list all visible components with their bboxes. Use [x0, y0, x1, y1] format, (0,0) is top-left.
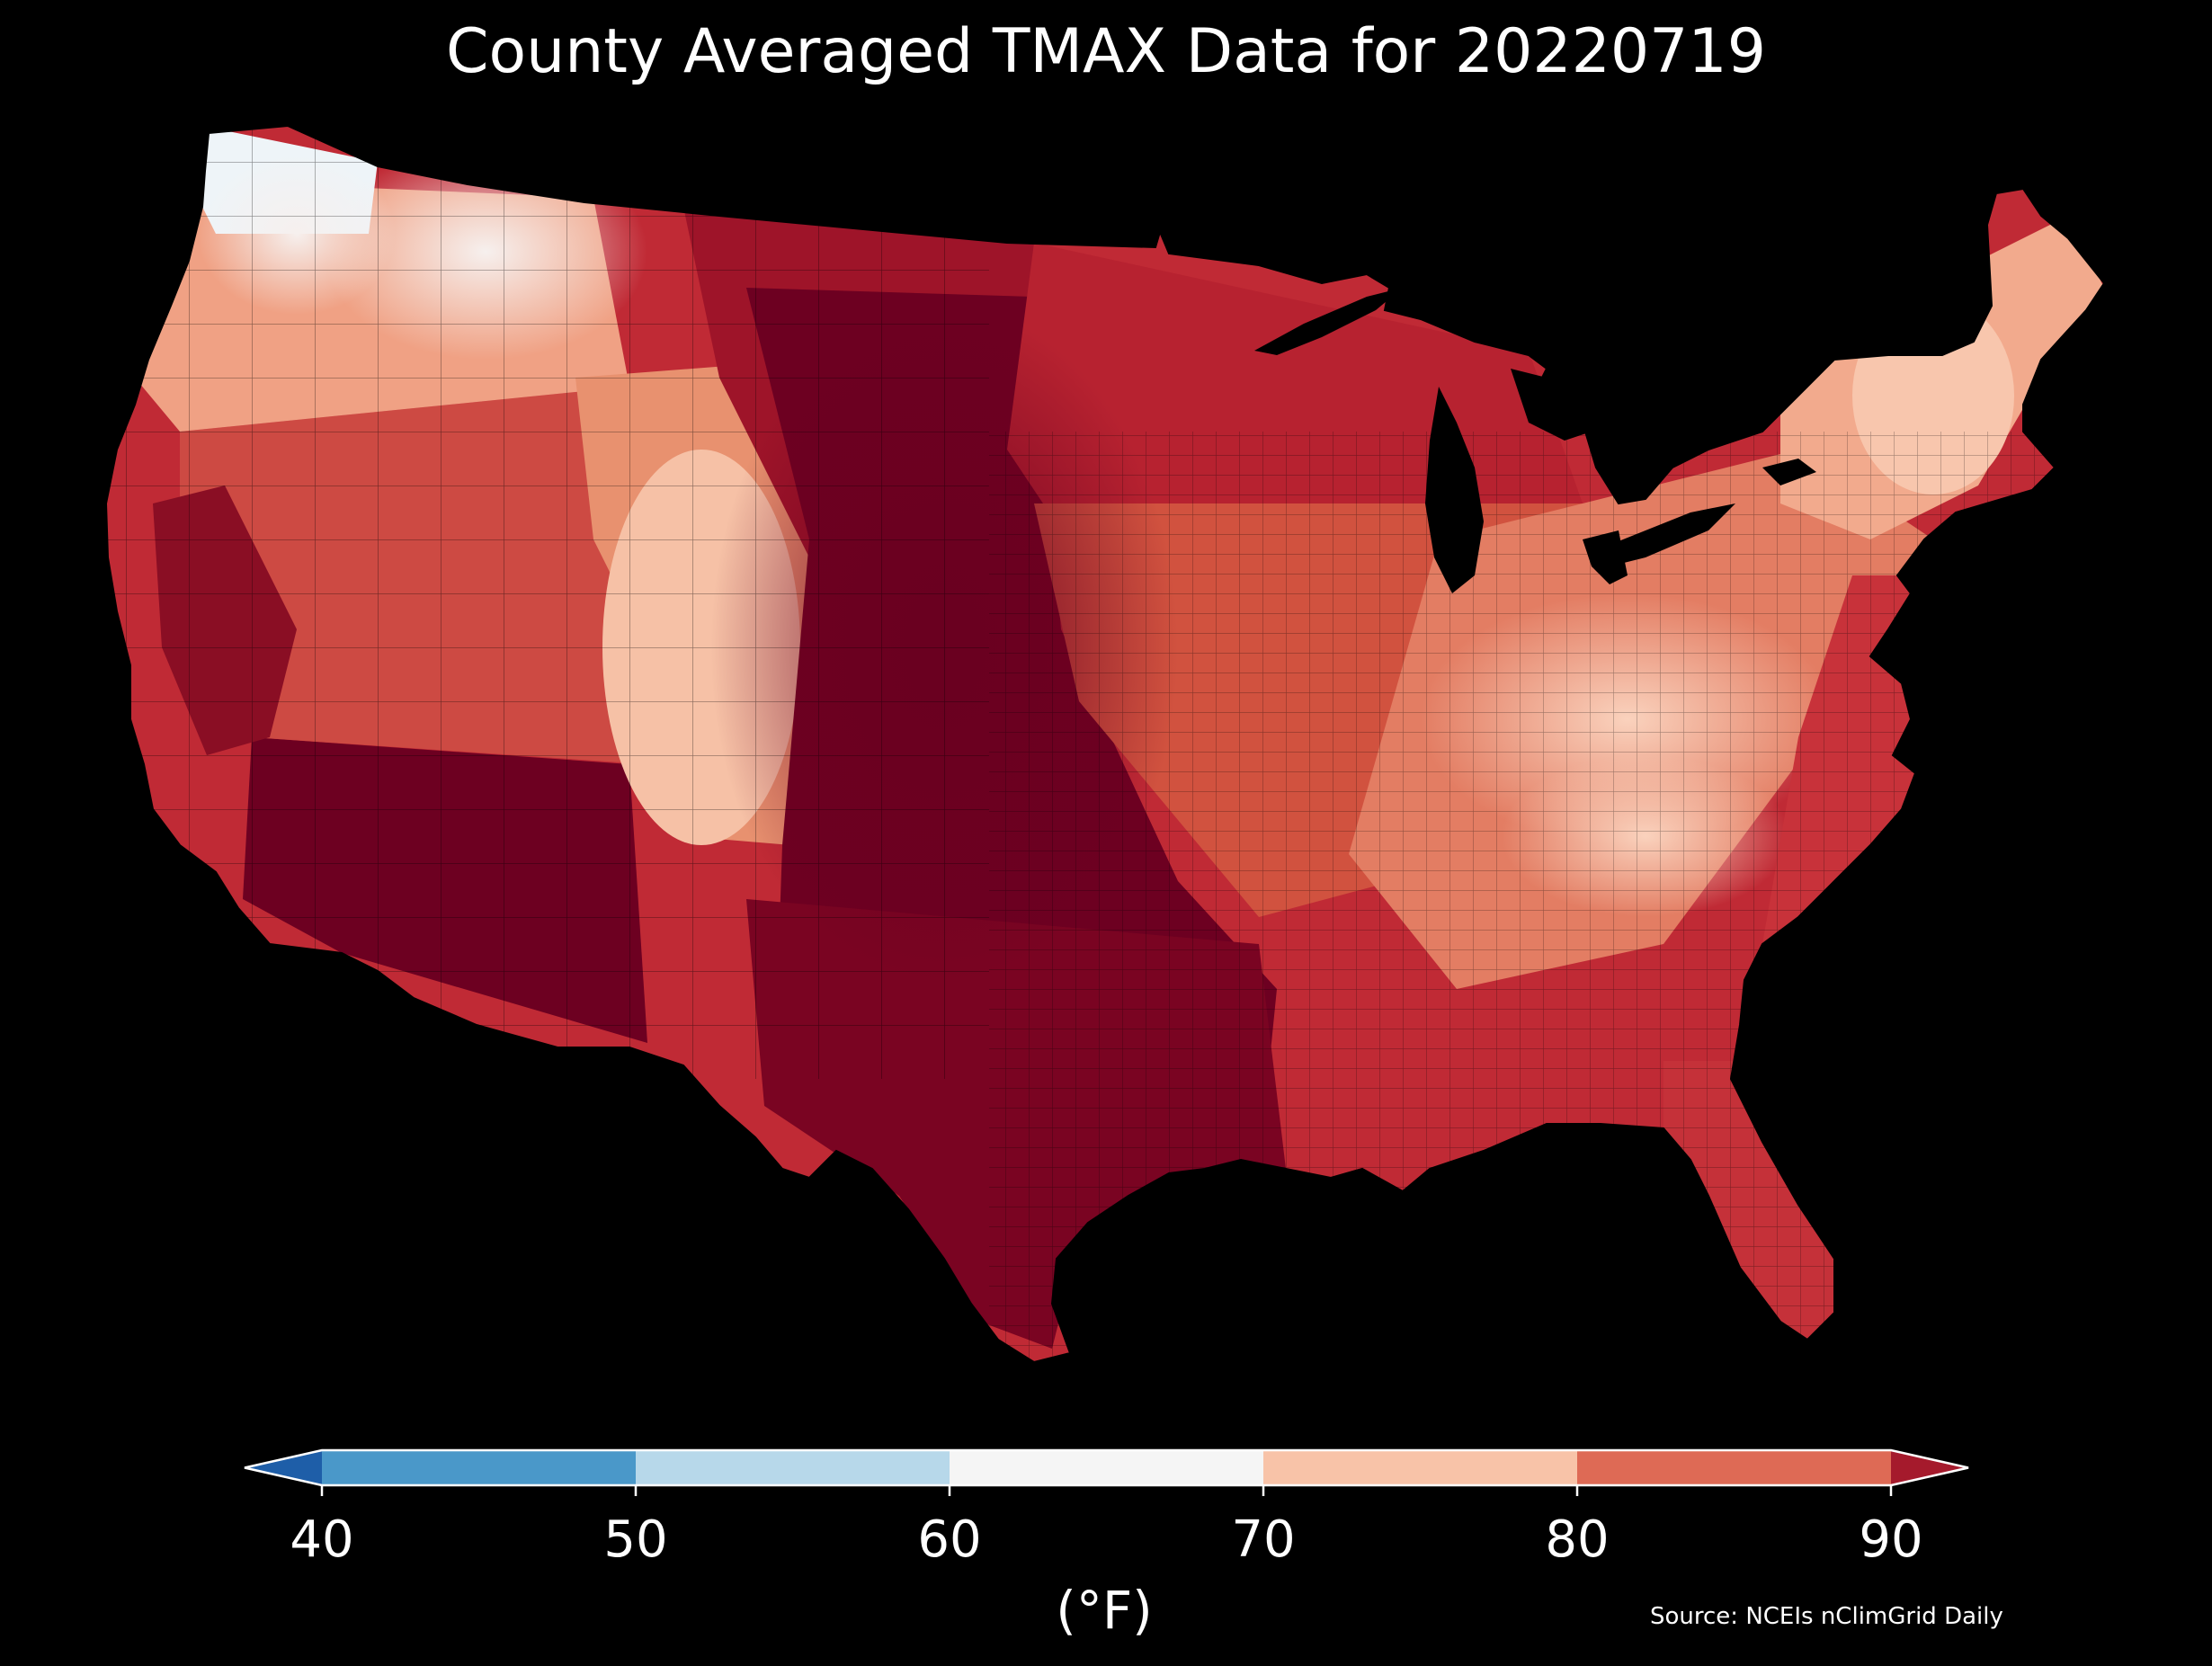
great-lakes: [1254, 288, 1816, 593]
colorbar-tick-label: 50: [603, 1510, 668, 1569]
source-note: Source: NCEIs nClimGrid Daily: [1650, 1603, 2003, 1630]
colorbar-bin-4: [1577, 1450, 1891, 1485]
map-title: County Averaged TMAX Data for 20220719: [446, 16, 1766, 87]
colorbar-units-label: (°F): [0, 1580, 2212, 1641]
colorbar-under-extension: [245, 1450, 322, 1485]
colorbar-bin-0: [322, 1450, 636, 1485]
units-text: (°F): [1056, 1580, 1153, 1641]
colorbar-bin-3: [1263, 1450, 1577, 1485]
colorbar-tick-label: 90: [1859, 1510, 1923, 1569]
colorbar-tick-label: 70: [1231, 1510, 1296, 1569]
colorbar-tick-label: 80: [1545, 1510, 1610, 1569]
colorbar-bin-2: [950, 1450, 1263, 1485]
colorbar-over-extension: [1891, 1450, 1968, 1485]
colorbar-bin-1: [636, 1450, 950, 1485]
colorbar-tick-label: 40: [290, 1510, 354, 1569]
colorbar-tick-label: 60: [917, 1510, 982, 1569]
